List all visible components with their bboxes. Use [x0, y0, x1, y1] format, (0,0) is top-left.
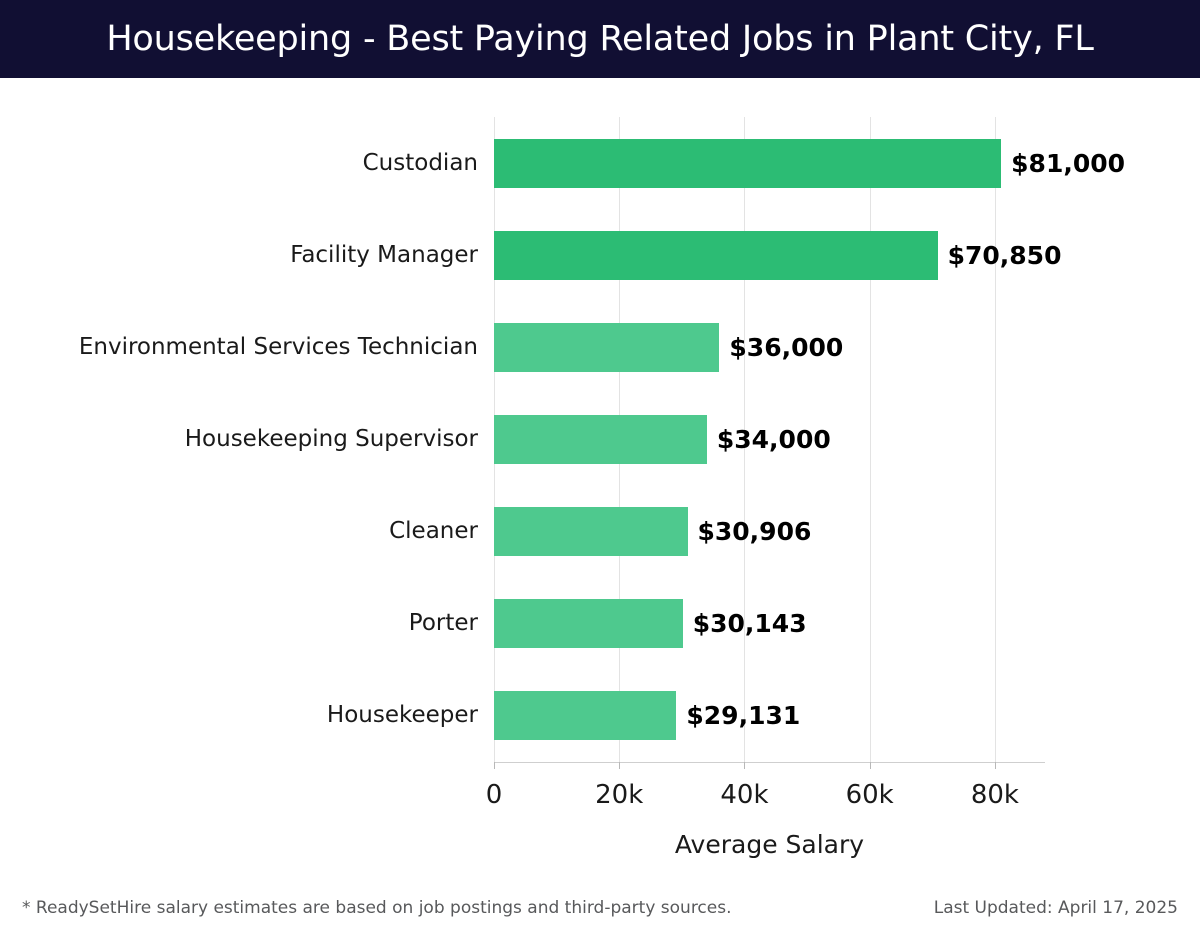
gridline — [994, 117, 996, 762]
page-title: Housekeeping - Best Paying Related Jobs … — [106, 19, 1094, 59]
x-tick-mark — [619, 762, 621, 769]
x-axis-line — [494, 762, 1045, 763]
bar-row: Housekeeper $29,131 — [0, 691, 1200, 783]
gridline — [869, 117, 871, 762]
category-label: Porter — [408, 610, 478, 636]
bar[interactable] — [494, 139, 1002, 188]
bar-value-label: $30,906 — [697, 517, 812, 546]
bar[interactable] — [494, 691, 677, 740]
bar-row: Facility Manager $70,850 — [0, 231, 1200, 323]
category-label: Environmental Services Technician — [78, 334, 478, 360]
last-updated-text: Last Updated: April 17, 2025 — [933, 898, 1178, 918]
x-tick-label: 60k — [845, 780, 894, 810]
footnote-text: * ReadySetHire salary estimates are base… — [22, 898, 732, 918]
x-tick-label: 0 — [485, 780, 503, 810]
bar-value-label: $70,850 — [947, 241, 1062, 270]
x-tick-mark — [869, 762, 871, 769]
bar-row: Custodian $81,000 — [0, 139, 1200, 231]
x-tick-label: 20k — [595, 780, 644, 810]
category-label: Cleaner — [389, 518, 478, 544]
x-tick-mark — [744, 762, 746, 769]
x-axis-title: Average Salary — [674, 830, 865, 859]
category-label: Facility Manager — [290, 242, 478, 268]
title-banner — [0, 0, 1200, 78]
bar[interactable] — [494, 507, 688, 556]
bar[interactable] — [494, 415, 707, 464]
category-label: Housekeeper — [326, 702, 478, 728]
bar-value-label: $30,143 — [692, 609, 807, 638]
x-tick-label: 40k — [720, 780, 769, 810]
bar[interactable] — [494, 599, 683, 648]
bar-value-label: $29,131 — [686, 701, 801, 730]
bar[interactable] — [494, 323, 720, 372]
bar-row: Cleaner $30,906 — [0, 507, 1200, 599]
bar-value-label: $36,000 — [729, 333, 844, 362]
category-label: Custodian — [362, 150, 478, 176]
x-tick-label: 80k — [970, 780, 1019, 810]
gridline — [744, 117, 746, 762]
bar-value-label: $81,000 — [1011, 149, 1126, 178]
x-tick-mark — [494, 762, 495, 769]
bar-value-label: $34,000 — [716, 425, 831, 454]
x-tick-mark — [994, 762, 996, 769]
bar-row: Environmental Services Technician $36,000 — [0, 323, 1200, 415]
bar-row: Porter $30,143 — [0, 599, 1200, 691]
bar-row: Housekeeping Supervisor $34,000 — [0, 415, 1200, 507]
category-label: Housekeeping Supervisor — [184, 426, 478, 452]
bar[interactable] — [494, 231, 938, 280]
